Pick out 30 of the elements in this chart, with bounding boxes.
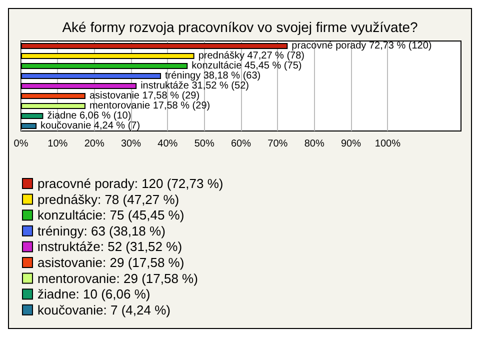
x-tick-label: 40% bbox=[158, 138, 178, 150]
data-label: prednášky 47,27 % (78) bbox=[198, 50, 304, 62]
x-tick-label: 50% bbox=[194, 138, 214, 150]
legend-label: žiadne: 10 (6,06 %) bbox=[38, 286, 150, 302]
legend-label: tréningy: 63 (38,18 %) bbox=[38, 223, 166, 238]
x-tick-label: 0% bbox=[14, 138, 28, 150]
data-label: asistovanie 17,58 % (29) bbox=[89, 90, 200, 102]
legend-label: prednášky: 78 (47,27 %) bbox=[38, 192, 180, 207]
data-label: tréningy 38,18 % (63) bbox=[164, 70, 261, 82]
x-tick-label: 60% bbox=[230, 138, 252, 150]
legend-label: koučovanie: 7 (4,24 %) bbox=[38, 302, 170, 318]
data-label: pracovné porady 72,73 % (120) bbox=[292, 40, 432, 52]
legend-label: konzultácie: 75 (45,45 %) bbox=[38, 208, 184, 223]
data-label: žiadne 6,06 % (10) bbox=[47, 110, 132, 122]
data-label: konzultácie 45,45 % (75) bbox=[192, 60, 302, 72]
x-tick-label: 10% bbox=[48, 138, 68, 150]
x-tick-label: 90% bbox=[340, 138, 362, 150]
data-label: mentorovanie 17,58 % (29) bbox=[89, 100, 210, 112]
x-tick-label: 80% bbox=[304, 138, 324, 150]
x-tick-label: 100% bbox=[374, 138, 401, 150]
legend-label: asistovanie: 29 (17,58 %) bbox=[38, 255, 184, 270]
x-tick-label: 20% bbox=[84, 138, 104, 150]
data-label: koučovanie 4,24 % (7) bbox=[40, 120, 140, 132]
legend-label: pracovné porady: 120 (72,73 %) bbox=[38, 176, 224, 191]
x-tick-label: 30% bbox=[120, 138, 142, 150]
legend-label: instruktáže: 52 (31,52 %) bbox=[38, 239, 182, 254]
data-label: instruktáže 31,52 % (52) bbox=[140, 80, 249, 92]
x-tick-label: 70% bbox=[268, 138, 288, 150]
chart-title: Aké formy rozvoja pracovníkov vo svojej firme využívate? bbox=[62, 19, 418, 35]
legend-label: mentorovanie: 29 (17,58 %) bbox=[38, 270, 198, 286]
